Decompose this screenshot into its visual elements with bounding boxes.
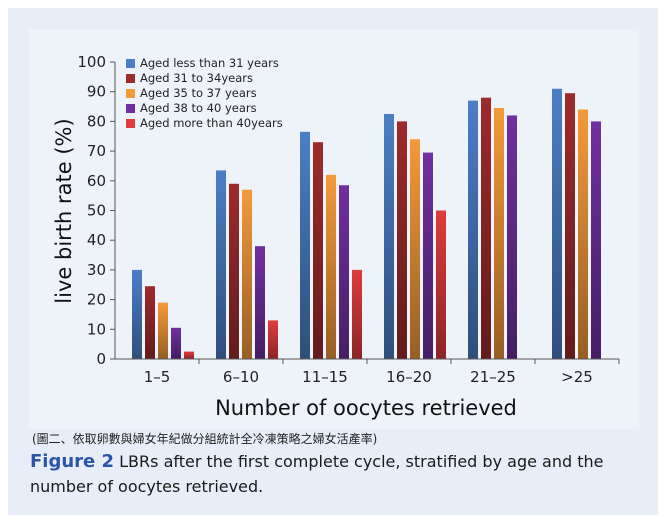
bar [300,131,310,359]
x-tick-label: 11–15 [302,368,348,386]
legend-label: Aged less than 31 years [140,56,279,70]
bar [436,210,446,359]
bar [171,327,181,359]
y-tick-label: 30 [87,261,106,279]
bar [352,269,362,359]
bar [384,113,394,359]
legend-label: Aged 35 to 37 years [140,86,257,100]
y-tick-label: 70 [87,142,106,160]
figure-frame: 0 10 20 30 40 50 60 70 80 90 100 1–5 6–10 11–15 16–20… [8,8,658,515]
bar [242,189,252,359]
y-tick-label: 20 [87,291,106,309]
bar [326,174,336,359]
bar [565,93,575,359]
y-axis-ticks: 0 10 20 30 40 50 60 70 80 90 100 [77,53,115,368]
y-tick-label: 60 [87,172,106,190]
bar [507,115,517,360]
legend-label: Aged 38 to 40 years [140,101,257,115]
x-tick-label: 6–10 [223,368,259,386]
figure-caption-text: LBRs after the first complete cycle, str… [30,452,604,496]
bar [410,139,420,359]
y-axis-label: live birth rate (%) [52,118,76,303]
bar [481,97,491,359]
figure-label: Figure 2 [30,451,115,472]
x-tick-label: 16–20 [386,368,432,386]
y-tick-label: 90 [87,83,106,101]
x-tick-label: 1–5 [144,368,171,386]
bars [132,88,601,360]
bar [468,100,478,360]
bar [552,88,562,360]
legend-swatch [126,119,135,128]
bar [255,246,265,359]
y-tick-label: 40 [87,231,106,249]
bar [397,121,407,360]
legend-swatch [126,104,135,113]
x-axis-ticks: 1–5 6–10 11–15 16–20 21–25 >25 [144,359,620,386]
y-tick-label: 10 [87,320,106,338]
x-tick-label: 21–25 [470,368,516,386]
y-tick-label: 0 [96,350,106,368]
bar [145,286,155,359]
bar [313,142,323,359]
bar-chart: 0 10 20 30 40 50 60 70 80 90 100 1–5 6–10 11–15 16–20… [52,53,620,420]
figure-caption: Figure 2 LBRs after the first complete c… [30,449,640,499]
bar [578,109,588,360]
chinese-note: (圖二、依取卵數與婦女年紀做分組統計全冷凍策略之婦女活產率) [32,432,378,446]
bar [132,269,142,359]
legend-swatch [126,74,135,83]
legend-label: Aged 31 to 34years [140,71,253,85]
bar [423,152,433,359]
bar [339,185,349,359]
bar [158,302,168,359]
x-axis-label: Number of oocytes retrieved [215,396,517,420]
bar [216,170,226,359]
legend-label: Aged more than 40years [140,116,283,130]
bar [268,320,278,359]
x-tick-label: >25 [561,368,593,386]
y-tick-label: 80 [87,112,106,130]
y-tick-label: 50 [87,202,106,220]
legend-swatch [126,89,135,98]
bar [229,183,239,359]
y-tick-label: 100 [77,53,106,71]
legend-swatch [126,59,135,68]
bar [591,121,601,360]
plot-panel: 0 10 20 30 40 50 60 70 80 90 100 1–5 6–10 11–15 16–20… [29,29,639,429]
bar [494,108,504,359]
bar [184,351,194,359]
